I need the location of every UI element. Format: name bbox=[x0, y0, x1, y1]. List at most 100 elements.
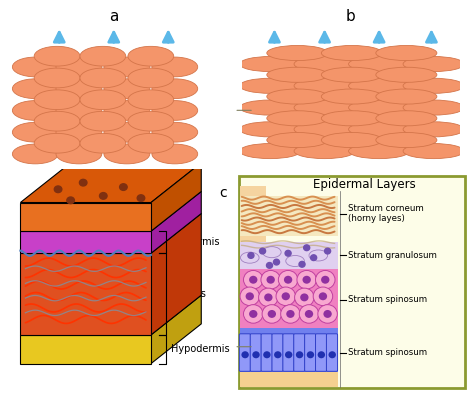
Text: Stratum spinosum: Stratum spinosum bbox=[348, 295, 428, 304]
Circle shape bbox=[259, 288, 278, 307]
Circle shape bbox=[302, 276, 311, 284]
FancyBboxPatch shape bbox=[234, 10, 467, 182]
Circle shape bbox=[252, 351, 260, 358]
FancyBboxPatch shape bbox=[240, 269, 338, 328]
Ellipse shape bbox=[12, 100, 58, 120]
Circle shape bbox=[299, 262, 305, 267]
Circle shape bbox=[286, 310, 295, 318]
Text: Dermis: Dermis bbox=[171, 289, 206, 299]
Text: Stratum granulosum: Stratum granulosum bbox=[348, 251, 438, 260]
Ellipse shape bbox=[239, 100, 301, 115]
Ellipse shape bbox=[80, 68, 126, 88]
Circle shape bbox=[266, 276, 275, 284]
Ellipse shape bbox=[403, 78, 464, 93]
Circle shape bbox=[244, 270, 263, 289]
Ellipse shape bbox=[12, 144, 58, 164]
Circle shape bbox=[281, 305, 300, 323]
Ellipse shape bbox=[267, 132, 328, 148]
Circle shape bbox=[119, 184, 127, 190]
Circle shape bbox=[55, 186, 62, 193]
FancyBboxPatch shape bbox=[240, 242, 338, 269]
Ellipse shape bbox=[376, 111, 437, 126]
FancyBboxPatch shape bbox=[316, 334, 327, 371]
Ellipse shape bbox=[321, 67, 383, 82]
Circle shape bbox=[273, 259, 280, 265]
Text: b: b bbox=[346, 9, 356, 24]
Ellipse shape bbox=[80, 90, 126, 110]
Ellipse shape bbox=[267, 111, 328, 126]
FancyBboxPatch shape bbox=[239, 334, 250, 371]
Text: Hypodermis: Hypodermis bbox=[171, 344, 230, 354]
Polygon shape bbox=[20, 253, 151, 335]
Polygon shape bbox=[151, 191, 201, 253]
Ellipse shape bbox=[376, 89, 437, 104]
Ellipse shape bbox=[152, 123, 198, 142]
Circle shape bbox=[268, 310, 276, 318]
Circle shape bbox=[297, 270, 317, 289]
Polygon shape bbox=[20, 214, 201, 253]
Circle shape bbox=[296, 351, 303, 358]
Polygon shape bbox=[20, 335, 151, 364]
Polygon shape bbox=[20, 295, 201, 335]
Ellipse shape bbox=[348, 100, 410, 115]
Ellipse shape bbox=[403, 56, 464, 72]
Circle shape bbox=[244, 305, 263, 323]
Circle shape bbox=[263, 351, 271, 358]
Circle shape bbox=[266, 262, 273, 268]
Ellipse shape bbox=[376, 132, 437, 148]
Ellipse shape bbox=[104, 123, 150, 142]
Ellipse shape bbox=[267, 89, 328, 104]
Ellipse shape bbox=[403, 100, 464, 115]
Circle shape bbox=[100, 193, 107, 199]
Circle shape bbox=[67, 197, 74, 204]
Circle shape bbox=[276, 287, 295, 306]
FancyBboxPatch shape bbox=[240, 186, 266, 387]
Circle shape bbox=[278, 270, 298, 289]
Circle shape bbox=[328, 351, 336, 358]
Ellipse shape bbox=[152, 79, 198, 98]
Ellipse shape bbox=[239, 143, 301, 159]
FancyBboxPatch shape bbox=[0, 10, 230, 182]
Ellipse shape bbox=[403, 122, 464, 137]
Ellipse shape bbox=[34, 46, 80, 66]
FancyBboxPatch shape bbox=[327, 334, 337, 371]
Ellipse shape bbox=[56, 144, 102, 164]
Circle shape bbox=[284, 276, 292, 284]
FancyBboxPatch shape bbox=[305, 334, 316, 371]
Polygon shape bbox=[20, 231, 151, 253]
Circle shape bbox=[260, 248, 265, 254]
Ellipse shape bbox=[104, 100, 150, 120]
FancyBboxPatch shape bbox=[283, 334, 294, 371]
Ellipse shape bbox=[348, 143, 410, 159]
Polygon shape bbox=[151, 214, 201, 335]
Ellipse shape bbox=[294, 56, 355, 72]
Circle shape bbox=[310, 255, 317, 260]
Circle shape bbox=[249, 310, 257, 318]
Circle shape bbox=[80, 179, 87, 186]
Ellipse shape bbox=[294, 143, 355, 159]
Circle shape bbox=[304, 245, 310, 251]
FancyBboxPatch shape bbox=[294, 334, 305, 371]
Text: Stratum spinosum: Stratum spinosum bbox=[348, 348, 428, 357]
Ellipse shape bbox=[56, 57, 102, 77]
Ellipse shape bbox=[376, 67, 437, 82]
Ellipse shape bbox=[321, 132, 383, 148]
Circle shape bbox=[262, 305, 282, 323]
Ellipse shape bbox=[152, 144, 198, 164]
Circle shape bbox=[319, 292, 327, 300]
Ellipse shape bbox=[152, 57, 198, 77]
Ellipse shape bbox=[239, 78, 301, 93]
Ellipse shape bbox=[12, 123, 58, 142]
Ellipse shape bbox=[294, 122, 355, 137]
Ellipse shape bbox=[128, 90, 174, 110]
Circle shape bbox=[305, 310, 313, 318]
Ellipse shape bbox=[34, 90, 80, 110]
FancyBboxPatch shape bbox=[272, 334, 283, 371]
Circle shape bbox=[318, 351, 325, 358]
Ellipse shape bbox=[56, 100, 102, 120]
Ellipse shape bbox=[34, 134, 80, 153]
Ellipse shape bbox=[403, 143, 464, 159]
Ellipse shape bbox=[128, 134, 174, 153]
Ellipse shape bbox=[104, 144, 150, 164]
Ellipse shape bbox=[128, 46, 174, 66]
